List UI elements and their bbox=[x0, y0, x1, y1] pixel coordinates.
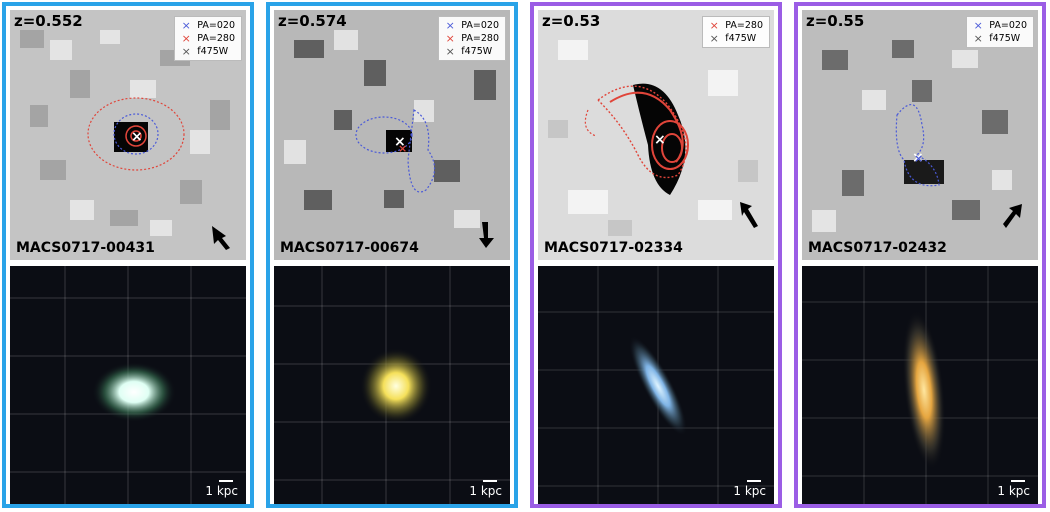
redshift-label: z=0.53 bbox=[542, 12, 601, 30]
emission-map: × × z=0.55 × PA=020 × f475W MACS0717-02432 bbox=[802, 10, 1038, 260]
svg-text:×: × bbox=[394, 134, 406, 150]
scale-bar bbox=[483, 480, 497, 482]
noise-texture: × × bbox=[802, 10, 1038, 260]
color-image: 1 kpc bbox=[274, 266, 510, 504]
galaxy-name: MACS0717-02334 bbox=[544, 240, 683, 256]
svg-text:×: × bbox=[131, 129, 143, 145]
legend-item: × PA=280 bbox=[181, 32, 235, 45]
legend-item: × PA=020 bbox=[973, 19, 1027, 32]
svg-text:×: × bbox=[654, 132, 666, 148]
galaxy-name: MACS0717-00431 bbox=[16, 240, 155, 256]
scale-label: 1 kpc bbox=[997, 484, 1030, 498]
scale-label: 1 kpc bbox=[733, 484, 766, 498]
scale-bar bbox=[1011, 480, 1025, 482]
grid-overlay bbox=[274, 266, 510, 504]
color-image: 1 kpc bbox=[10, 266, 246, 504]
color-image: 1 kpc bbox=[802, 266, 1038, 504]
legend-item: × f475W bbox=[973, 32, 1021, 45]
noise-texture: × bbox=[538, 10, 774, 260]
legend-item: × PA=280 bbox=[445, 32, 499, 45]
grid-overlay bbox=[10, 266, 246, 504]
direction-arrow-icon bbox=[740, 202, 758, 228]
redshift-label: z=0.574 bbox=[278, 12, 347, 30]
legend: × PA=020 × PA=280 × f475W bbox=[438, 16, 506, 61]
grid-overlay bbox=[538, 266, 774, 504]
scale-bar bbox=[747, 480, 761, 482]
galaxy-name: MACS0717-00674 bbox=[280, 240, 419, 256]
legend-item: × PA=020 bbox=[181, 19, 235, 32]
svg-text:×: × bbox=[398, 142, 407, 155]
redshift-label: z=0.552 bbox=[14, 12, 83, 30]
legend-item: × PA=020 bbox=[445, 19, 499, 32]
emission-map: × z=0.552 × PA=020 × PA=280 × f475W MACS071… bbox=[10, 10, 246, 260]
legend-item: × f475W bbox=[181, 45, 229, 58]
scale-label: 1 kpc bbox=[469, 484, 502, 498]
galaxy-panel-3: × z=0.53 × PA=280 × f475W MACS0717-02334 1… bbox=[530, 2, 782, 508]
direction-arrow-icon bbox=[1003, 204, 1022, 228]
galaxy-name: MACS0717-02432 bbox=[808, 240, 947, 256]
galaxy-panel-4: × × z=0.55 × PA=020 × f475W MACS0717-02432 bbox=[794, 2, 1046, 508]
legend: × PA=020 × PA=280 × f475W bbox=[174, 16, 242, 61]
legend-item: × PA=280 bbox=[709, 19, 763, 32]
direction-arrow-icon bbox=[212, 226, 230, 250]
emission-map: × z=0.53 × PA=280 × f475W MACS0717-02334 bbox=[538, 10, 774, 260]
color-image: 1 kpc bbox=[538, 266, 774, 504]
galaxy-panel-2: × × z=0.574 × PA=020 × PA=280 × f475W MACS0… bbox=[266, 2, 518, 508]
scale-bar bbox=[219, 480, 233, 482]
grid-overlay bbox=[802, 266, 1038, 504]
legend-item: × f475W bbox=[445, 45, 493, 58]
emission-map: × × z=0.574 × PA=020 × PA=280 × f475W MACS0… bbox=[274, 10, 510, 260]
svg-text:×: × bbox=[914, 152, 923, 165]
legend: × PA=020 × f475W bbox=[966, 16, 1034, 48]
direction-arrow-icon bbox=[479, 222, 494, 248]
galaxy-panel-1: × z=0.552 × PA=020 × PA=280 × f475W MACS071… bbox=[2, 2, 254, 508]
legend: × PA=280 × f475W bbox=[702, 16, 770, 48]
legend-item: × f475W bbox=[709, 32, 757, 45]
redshift-label: z=0.55 bbox=[806, 12, 865, 30]
svg-text:×: × bbox=[912, 150, 924, 166]
scale-label: 1 kpc bbox=[205, 484, 238, 498]
